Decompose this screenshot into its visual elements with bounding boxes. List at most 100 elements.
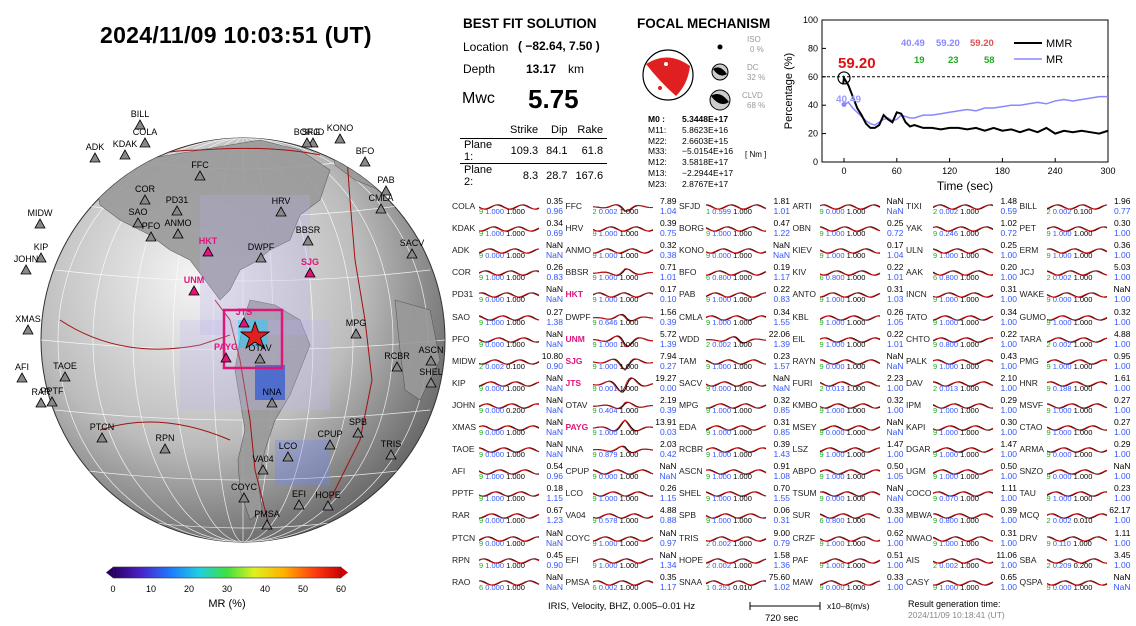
- trace-value-1: 0.17: [886, 240, 904, 251]
- trace-param-low: 0.002: [710, 538, 734, 548]
- trace-params: 9 0.000 1.000: [820, 583, 866, 592]
- trace-param-count: 9: [479, 472, 484, 482]
- trace-param-high: 1.000: [733, 494, 752, 504]
- trace-value-1: 22.06: [768, 328, 790, 339]
- trace-value-2: 1.34: [659, 559, 677, 570]
- trace-param-high: 1.000: [506, 383, 525, 393]
- trace-param-high: 0.010: [1073, 516, 1093, 526]
- trace-param-high: 1.000: [619, 229, 639, 239]
- trace-param-high: 1.000: [506, 251, 525, 261]
- trace-param-low: 1.000: [937, 295, 961, 305]
- trace-param-low: 0.251: [710, 582, 734, 592]
- trace-station-name: INCN: [906, 289, 927, 300]
- trace-param-low: 1.000: [1050, 317, 1074, 327]
- trace-waveform: [1046, 557, 1107, 564]
- trace-param-low: 1.000: [596, 251, 620, 261]
- col-dip: Dip: [551, 123, 568, 136]
- station-label: JTS: [236, 307, 253, 317]
- trace-param-count: 9: [479, 339, 484, 349]
- trace-param-high: 1.000: [506, 339, 525, 349]
- trace-station-name: TATO: [906, 311, 928, 322]
- trace-value-1: NaN: [886, 483, 904, 494]
- trace-param-low: 1.000: [1050, 251, 1074, 261]
- trace-param-low: 1.000: [823, 560, 847, 570]
- trace-station-name: ASCN: [679, 466, 703, 477]
- trace-params: 1 0.251 0.010: [706, 583, 752, 592]
- trace-station-name: COCO: [906, 488, 932, 499]
- trace-params: 9 1.000 1.000: [933, 472, 979, 481]
- station-triangle-icon: [275, 206, 287, 217]
- trace-value-2: 1.00: [1113, 294, 1131, 305]
- station-marker: SAO: [128, 207, 148, 228]
- trace-value-1: 7.89: [659, 196, 677, 206]
- trace-waveform: [479, 381, 540, 387]
- trace-value-2: 1.00: [1113, 250, 1131, 261]
- trace-param-count: 9: [933, 339, 938, 349]
- trace-waveform: [819, 314, 880, 321]
- trace-waveform: [819, 403, 880, 409]
- station-trace: PAYG 13.91 0.03 9 1.000 1.000: [566, 417, 679, 439]
- x-tick-label: 60: [892, 166, 902, 176]
- colorbar-tick: 0: [110, 584, 115, 594]
- trace-params: 9 0.000 1.000: [479, 384, 525, 393]
- trace-param-high: 1.000: [846, 538, 866, 548]
- legend-value: 59.20: [970, 38, 994, 49]
- legend-value: 19: [914, 55, 925, 66]
- station-trace: PPTF 0.18 1.15 9 1.000 1.000: [452, 483, 565, 505]
- trace-params: 9 1.000 1.000: [933, 318, 979, 327]
- legend-value: 23: [948, 55, 959, 66]
- trace-station-name: HRV: [565, 223, 584, 234]
- moment-key: M23:: [648, 178, 667, 189]
- trace-param-count: 9: [933, 295, 938, 305]
- station-marker: PD31: [166, 195, 188, 216]
- station-trace: SACV NaN NaN 9 0.000 1.000: [679, 373, 792, 395]
- trace-station-name: EFI: [565, 554, 579, 565]
- station-trace: TARA 4.88 1.00 2 0.002 1.000: [1020, 329, 1133, 351]
- trace-param-low: 0.002: [1050, 273, 1074, 283]
- trace-value-1: 1.11: [1001, 483, 1017, 494]
- trace-param-high: 1.000: [619, 405, 639, 415]
- legend-value: 40.49: [901, 38, 925, 49]
- trace-param-high: 1.000: [846, 494, 866, 504]
- trace-waveform: [819, 535, 880, 542]
- trace-value-1: NaN: [545, 527, 563, 538]
- generation-time: 2024/11/09 10:18:41 (UT): [908, 610, 1005, 620]
- station-label: SPB: [349, 417, 367, 427]
- trace-param-high: 1.000: [846, 339, 866, 349]
- trace-param-high: 1.000: [506, 516, 525, 526]
- trace-waveform: [933, 226, 994, 232]
- trace-waveform: [819, 425, 880, 431]
- station-triangle-icon: [132, 217, 144, 228]
- station-trace: SUR 0.33 1.00 6 0.800 1.000: [793, 505, 906, 527]
- trace-param-count: 9: [592, 295, 597, 305]
- trace-station-name: UNM: [565, 333, 585, 344]
- trace-param-low: 0.000: [823, 428, 847, 437]
- moment-row: M23: 2.8767E+17: [648, 179, 733, 190]
- trace-param-count: 9: [592, 317, 597, 327]
- trace-params: 9 0.000 1.000: [479, 450, 525, 459]
- trace-waveform: [479, 204, 540, 210]
- trace-waveform: [592, 401, 653, 409]
- station-label: PTCN: [90, 422, 115, 432]
- station-triangle-icon: [35, 252, 47, 263]
- trace-param-high: 0.100: [1073, 207, 1093, 216]
- trace-params: 9 1.000 1.000: [933, 251, 979, 260]
- trace-param-high: 1.000: [846, 472, 866, 482]
- mmr-chart: 0 20 40 60 80 100 0 60 120 180 240 300 Time (sec) Per…: [783, 15, 1116, 193]
- trace-station-name: KMBO: [792, 399, 818, 410]
- trace-station-name: SACV: [679, 377, 703, 388]
- trace-params: 9 1.000 1.000: [1047, 318, 1093, 327]
- station-trace: ARTI NaN NaN 9 0.000 1.000: [793, 196, 906, 218]
- trace-value-2: 0.75: [659, 228, 677, 239]
- trace-param-low: 0.000: [483, 339, 507, 349]
- station-triangle-icon: [282, 451, 294, 462]
- trace-station-name: OBN: [792, 223, 811, 234]
- trace-waveform: [819, 358, 880, 365]
- trace-param-high: 1.000: [733, 405, 752, 415]
- station-triangle-icon: [334, 133, 346, 144]
- focal-heading: FOCAL MECHANISM: [637, 16, 771, 31]
- trace-param-count: 2: [706, 339, 711, 349]
- trace-value-1: NaN: [659, 549, 677, 560]
- trace-params: 2 0.002 1.000: [706, 539, 752, 548]
- station-marker: SACV: [400, 238, 424, 259]
